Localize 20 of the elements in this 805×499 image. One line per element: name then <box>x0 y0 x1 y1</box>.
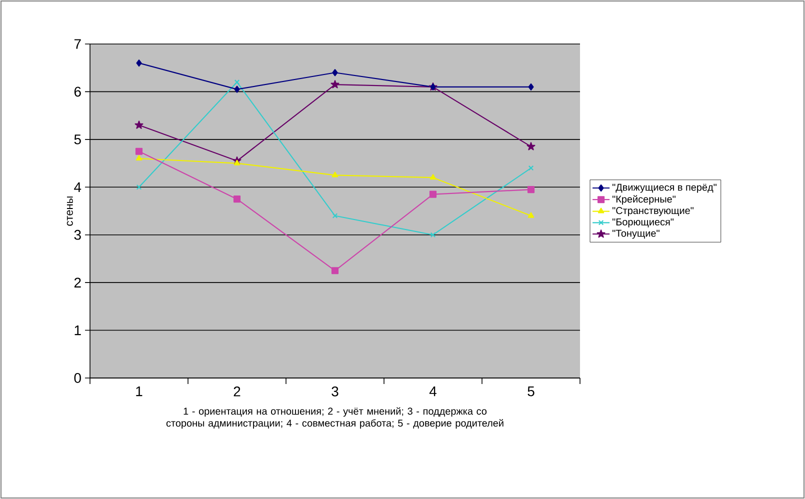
x-tick-label: 1 <box>136 386 142 396</box>
y-tick-label: 4 <box>74 182 82 192</box>
y-tick-label: 5 <box>74 134 81 144</box>
x-tick-label: 5 <box>528 386 534 396</box>
y-tick-label: 0 <box>74 373 81 383</box>
legend-label: "Борющиеся" <box>612 218 674 228</box>
legend-label: "Крейсерные" <box>612 195 676 205</box>
y-tick-label: 3 <box>74 230 81 240</box>
x-tick-label: 4 <box>429 386 436 396</box>
legend-label: "Странствующие" <box>612 207 694 216</box>
y-tick-label: 7 <box>74 39 81 49</box>
x-axis-title: 1 - ориентация на отношения; 2 - учёт мнений; 3 - поддержка со стороны администрации; 4 - совместная работа; 5 - доверие родителей <box>166 407 504 429</box>
y-tick-label: 2 <box>74 278 81 288</box>
x-tick-label: 2 <box>234 386 240 396</box>
legend-label: "Тонущие" <box>612 230 660 239</box>
x-tick-label: 3 <box>332 386 338 396</box>
y-tick-label: 6 <box>74 86 81 97</box>
y-axis-title: стены <box>66 196 73 226</box>
legend-label: "Движущиеся в перёд" <box>612 184 716 193</box>
y-tick-label: 1 <box>74 325 81 336</box>
